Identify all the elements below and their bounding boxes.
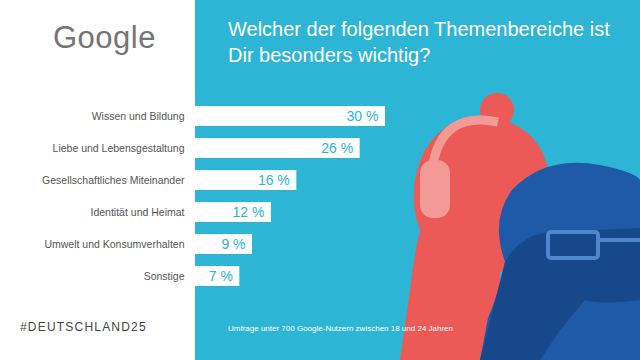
html-text:Umfrage unter 700 Google-Nutze: Umfrage unter 700 Google-Nutzern zwische… <box>228 324 453 333</box>
html-text:Welcher der folgenden Themenbe: Welcher der folgenden Themenbereiche ist… <box>228 18 610 66</box>
svg-text:Identität und Heimat: Identität und Heimat <box>91 206 185 218</box>
svg-text:9 %: 9 % <box>221 236 245 252</box>
html-text:#DEUTSCHLAND25: #DEUTSCHLAND25 <box>20 320 147 334</box>
svg-text:30 %: 30 % <box>347 108 379 124</box>
svg-text:Wissen und Bildung: Wissen und Bildung <box>92 110 185 122</box>
svg-text:26 %: 26 % <box>321 140 353 156</box>
html-text:Google: Google <box>53 20 156 55</box>
svg-text:16 %: 16 % <box>258 172 290 188</box>
svg-text:7 %: 7 % <box>209 268 233 284</box>
svg-text:Gesellschaftliches Miteinander: Gesellschaftliches Miteinander <box>42 174 185 186</box>
svg-text:12 %: 12 % <box>233 204 265 220</box>
svg-text:Umwelt und Konsumverhalten: Umwelt und Konsumverhalten <box>44 238 184 250</box>
svg-text:Liebe und Lebensgestaltung: Liebe und Lebensgestaltung <box>53 142 185 154</box>
svg-text:Sonstige: Sonstige <box>144 270 185 282</box>
